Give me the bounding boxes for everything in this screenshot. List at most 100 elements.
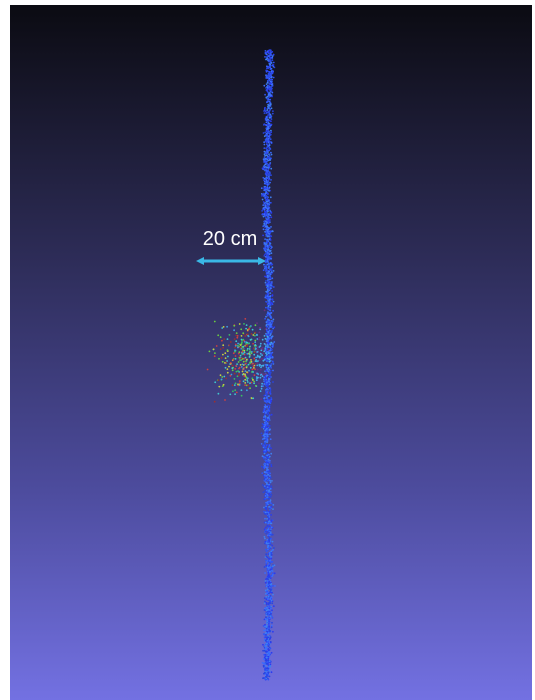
point	[265, 647, 267, 649]
point	[264, 459, 266, 461]
point	[267, 525, 269, 527]
point	[268, 671, 270, 673]
point	[264, 183, 266, 185]
point	[271, 671, 273, 673]
point	[270, 333, 272, 335]
point	[260, 398, 262, 400]
point	[272, 85, 274, 87]
point	[269, 533, 271, 535]
point	[264, 656, 266, 658]
point	[234, 338, 236, 340]
point	[267, 210, 269, 212]
point	[272, 71, 274, 73]
point	[263, 665, 265, 667]
point	[265, 578, 267, 580]
point	[264, 94, 266, 96]
point	[266, 495, 268, 497]
point	[269, 279, 271, 281]
point	[265, 333, 267, 335]
point	[267, 270, 269, 272]
point	[268, 596, 270, 598]
point	[271, 330, 273, 332]
point	[223, 376, 225, 378]
point	[264, 538, 266, 540]
point	[263, 658, 265, 660]
point	[266, 388, 268, 390]
point	[268, 539, 270, 541]
point	[266, 593, 268, 595]
point	[268, 215, 270, 217]
point	[268, 582, 270, 584]
point	[267, 669, 269, 671]
point	[269, 132, 271, 134]
point	[234, 349, 236, 351]
point	[259, 359, 261, 361]
point	[269, 73, 271, 75]
scale-label: 20 cm	[203, 228, 257, 250]
point	[269, 162, 271, 164]
point	[264, 430, 266, 432]
point	[244, 376, 246, 378]
point	[260, 345, 262, 347]
point	[266, 550, 268, 552]
point	[264, 397, 266, 399]
point	[266, 116, 268, 118]
point	[240, 355, 242, 357]
point	[266, 676, 268, 678]
point	[268, 612, 270, 614]
point	[270, 514, 272, 516]
point	[268, 521, 270, 523]
point	[266, 467, 268, 469]
point	[270, 320, 272, 322]
point	[260, 350, 262, 352]
point	[271, 352, 273, 354]
point	[264, 112, 266, 114]
point	[271, 485, 273, 487]
point	[263, 466, 265, 468]
point	[266, 522, 268, 524]
point	[270, 496, 272, 498]
point	[270, 354, 272, 356]
point	[271, 290, 273, 292]
point	[263, 179, 265, 181]
point	[267, 586, 269, 588]
point	[264, 374, 266, 376]
point	[273, 605, 275, 607]
point	[270, 79, 272, 81]
point	[265, 553, 267, 555]
point	[266, 674, 268, 676]
point	[271, 600, 273, 602]
point	[241, 342, 243, 344]
point	[237, 343, 239, 345]
point	[245, 370, 247, 372]
point	[252, 363, 254, 365]
point	[269, 547, 271, 549]
point	[265, 560, 267, 562]
point	[269, 172, 271, 174]
point	[265, 220, 267, 222]
point	[271, 312, 273, 314]
point	[263, 625, 265, 627]
point	[265, 632, 267, 634]
point	[268, 528, 270, 530]
point	[240, 328, 242, 330]
point	[269, 361, 271, 363]
point	[265, 533, 267, 535]
point	[267, 242, 269, 244]
point	[269, 425, 271, 427]
point	[269, 93, 271, 95]
point	[262, 199, 264, 201]
point	[271, 550, 273, 552]
point	[264, 453, 266, 455]
point	[265, 562, 267, 564]
point	[262, 167, 264, 169]
point	[272, 574, 274, 576]
point	[268, 545, 270, 547]
point	[230, 341, 232, 343]
point	[268, 644, 270, 646]
point	[266, 130, 268, 132]
point	[269, 182, 271, 184]
point	[265, 294, 267, 296]
point	[264, 474, 266, 476]
point	[266, 419, 268, 421]
